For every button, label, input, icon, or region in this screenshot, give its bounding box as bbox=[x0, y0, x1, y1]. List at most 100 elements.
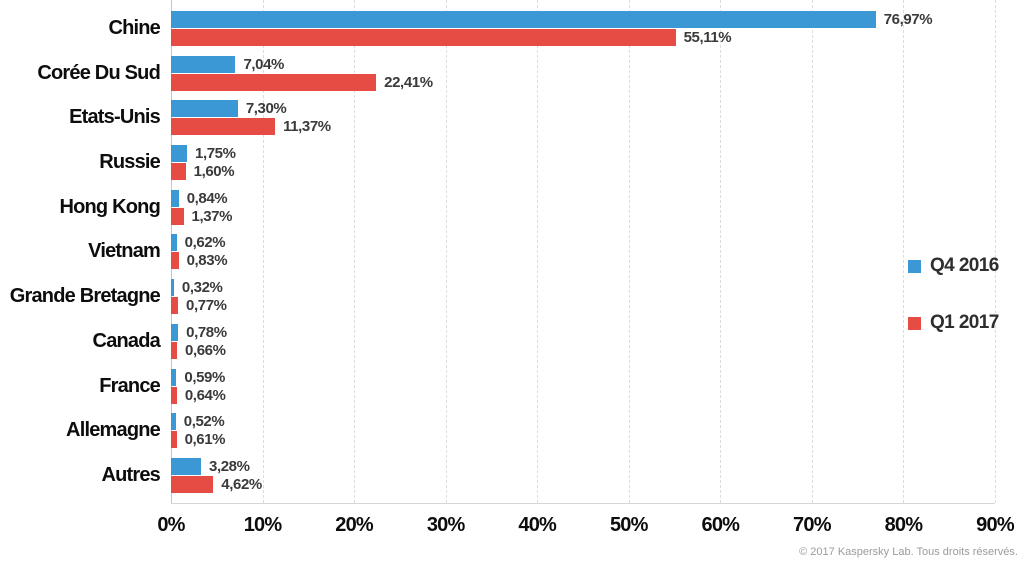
bar-q1-2017 bbox=[171, 297, 179, 315]
bar-line: 0,84% bbox=[171, 189, 232, 207]
gridline bbox=[628, 0, 630, 503]
chart-row: Canada 0,78% 0,66% bbox=[0, 323, 1024, 369]
gridline bbox=[811, 0, 813, 503]
category-label: Canada bbox=[92, 329, 161, 352]
x-tick-label: 70% bbox=[793, 514, 831, 536]
bar-q4-2016 bbox=[171, 413, 176, 431]
chart-rows: Chine 76,97% 55,11% Corée Du Sud 7,04% 22,41%… bbox=[0, 11, 1024, 503]
value-label: 1,37% bbox=[191, 207, 233, 225]
bar-line: 3,28% bbox=[171, 457, 262, 475]
chart-row: Etats-Unis 7,30% 11,37% bbox=[0, 100, 1024, 145]
bar-line: 0,66% bbox=[171, 341, 227, 359]
bar-group: 1,75% 1,60% bbox=[171, 145, 236, 181]
bar-q1-2017 bbox=[171, 207, 184, 225]
value-label: 0,59% bbox=[184, 368, 225, 386]
gridline bbox=[903, 0, 905, 503]
bar-line: 0,59% bbox=[171, 368, 225, 386]
bar-line: 55,11% bbox=[171, 29, 932, 46]
chart-row: Allemagne 0,52% 0,61% bbox=[0, 413, 1024, 458]
legend-swatch-q1-2017 bbox=[908, 316, 921, 330]
value-label: 0,66% bbox=[185, 341, 226, 359]
category-label: Autres bbox=[101, 463, 160, 486]
value-label: 3,28% bbox=[209, 457, 250, 475]
bar-line: 0,52% bbox=[171, 413, 225, 431]
bar-group: 7,04% 22,41% bbox=[171, 55, 433, 92]
footer-copyright: © 2017 Kaspersky Lab. Tous droits réserv… bbox=[799, 546, 1018, 558]
bar-q1-2017 bbox=[171, 252, 179, 270]
category-label: Grande Bretagne bbox=[9, 285, 161, 308]
legend-swatch-q4-2016 bbox=[908, 259, 921, 273]
bar-group: 0,84% 1,37% bbox=[171, 189, 233, 226]
chart-row: Corée Du Sud 7,04% 22,41% bbox=[0, 55, 1024, 101]
value-label: 0,84% bbox=[186, 189, 228, 207]
chart-row: Hong Kong 0,84% 1,37% bbox=[0, 189, 1024, 235]
bar-group: 3,28% 4,62% bbox=[171, 457, 262, 494]
category-label: Corée Du Sud bbox=[37, 61, 160, 84]
bar-line: 4,62% bbox=[171, 475, 262, 493]
category-label: France bbox=[99, 374, 161, 397]
x-tick-label: 80% bbox=[884, 514, 923, 536]
chart-row: Chine 76,97% 55,11% bbox=[0, 11, 1024, 56]
x-tick-label: 50% bbox=[609, 514, 648, 536]
category-label: Vietnam bbox=[88, 240, 161, 263]
value-label: 0,32% bbox=[181, 279, 223, 297]
bar-q4-2016 bbox=[171, 145, 188, 163]
value-label: 0,77% bbox=[186, 297, 227, 315]
bar-q4-2016 bbox=[171, 368, 177, 386]
bar-q4-2016 bbox=[171, 234, 177, 252]
axis-baseline bbox=[171, 0, 172, 503]
bar-line: 0,64% bbox=[171, 386, 226, 404]
x-tick-label: 90% bbox=[976, 514, 1014, 536]
chart-row: Autres 3,28% 4,62% bbox=[0, 457, 1024, 503]
value-label: 0,64% bbox=[184, 386, 226, 404]
x-tick-label: 60% bbox=[701, 514, 740, 536]
bar-q1-2017 bbox=[171, 73, 377, 91]
value-label: 22,41% bbox=[384, 73, 433, 91]
x-tick-label: 40% bbox=[518, 514, 557, 536]
value-label: 1,75% bbox=[195, 145, 236, 163]
bar-line: 0,77% bbox=[171, 297, 227, 315]
legend-item-q1-2017: Q1 2017 bbox=[908, 312, 999, 333]
chart-row: Vietnam 0,62% 0,83% bbox=[0, 234, 1024, 279]
bar-q1-2017 bbox=[171, 118, 276, 136]
value-label: 0,83% bbox=[186, 252, 228, 270]
chart-row: Russie 1,75% 1,60% bbox=[0, 145, 1024, 190]
category-label: Russie bbox=[99, 151, 161, 174]
bar-line: 0,32% bbox=[171, 279, 227, 297]
chart-row: France 0,59% 0,64% bbox=[0, 368, 1024, 414]
gridline bbox=[354, 0, 356, 503]
gridline bbox=[262, 0, 264, 503]
legend-item-q4-2016: Q4 2016 bbox=[908, 255, 999, 276]
bar-group: 0,59% 0,64% bbox=[171, 368, 226, 405]
bar-group: 7,30% 11,37% bbox=[171, 100, 331, 136]
bar-q4-2016 bbox=[171, 457, 202, 475]
bar-line: 1,37% bbox=[171, 207, 233, 225]
value-label: 0,61% bbox=[184, 431, 226, 449]
value-label: 11,37% bbox=[283, 118, 331, 136]
bar-q1-2017 bbox=[171, 29, 676, 46]
bar-group: 0,78% 0,66% bbox=[171, 323, 227, 360]
bar-q1-2017 bbox=[171, 475, 214, 493]
value-label: 7,04% bbox=[243, 55, 284, 73]
bar-q4-2016 bbox=[171, 11, 876, 28]
bar-q4-2016 bbox=[171, 55, 236, 73]
bar-q1-2017 bbox=[171, 386, 177, 404]
bar-q1-2017 bbox=[171, 341, 178, 359]
gridline bbox=[537, 0, 539, 503]
bar-line: 1,75% bbox=[171, 145, 236, 163]
value-label: 0,62% bbox=[184, 234, 226, 252]
bar-line: 22,41% bbox=[171, 73, 433, 91]
bar-line: 7,04% bbox=[171, 55, 433, 73]
category-label: Hong Kong bbox=[59, 195, 160, 218]
bar-line: 0,61% bbox=[171, 431, 226, 449]
legend: Q4 2016 Q1 2017 bbox=[908, 255, 999, 370]
bar-q4-2016 bbox=[171, 189, 179, 207]
value-label: 55,11% bbox=[683, 29, 732, 46]
value-label: 76,97% bbox=[883, 11, 933, 28]
gridline bbox=[995, 0, 996, 503]
bar-group: 76,97% 55,11% bbox=[171, 11, 933, 47]
value-label: 0,52% bbox=[183, 413, 225, 431]
bar-line: 0,83% bbox=[171, 252, 228, 270]
value-label: 4,62% bbox=[221, 475, 262, 493]
